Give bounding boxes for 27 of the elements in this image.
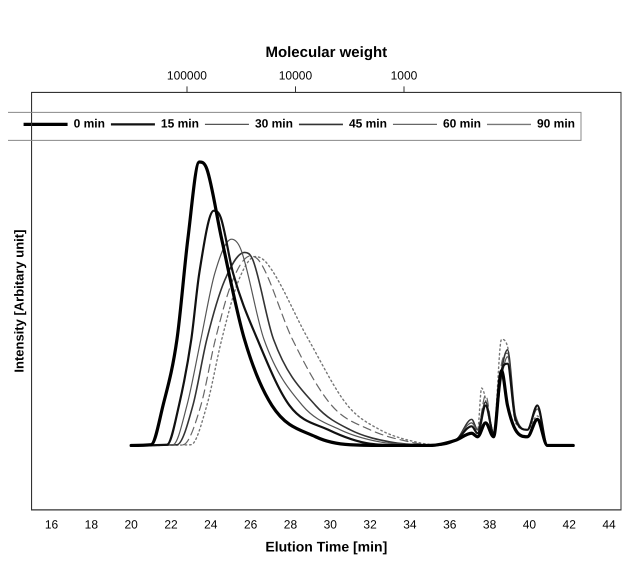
x-tick-label: 42 <box>562 517 576 532</box>
y-axis-title: Intensity [Arbitary unit] <box>11 230 26 373</box>
x-tick-label: 36 <box>443 517 457 532</box>
x-tick-label: 44 <box>602 517 616 532</box>
x-tick-label: 20 <box>124 517 138 532</box>
x-tick-label: 38 <box>482 517 497 532</box>
x-tick-label: 24 <box>204 517 218 532</box>
x-axis-title: Elution Time [min] <box>265 538 388 554</box>
legend-label: 90 min <box>536 116 575 131</box>
x-tick-label: 18 <box>84 517 98 532</box>
x-tick-label: 34 <box>403 517 417 532</box>
x-tick-label: 32 <box>363 517 378 532</box>
x2-axis-title: Molecular weight <box>265 44 388 62</box>
legend-label: 30 min <box>254 116 293 131</box>
x-tick-label: 40 <box>522 517 536 532</box>
x-tick-label: 26 <box>244 517 258 532</box>
legend-label: 15 min <box>160 116 199 131</box>
legend-label: 60 min <box>442 116 481 131</box>
legend-label: 45 min <box>348 116 387 131</box>
x2-tick-label: 100000 <box>166 68 208 83</box>
legend-label: 0 min <box>74 116 105 131</box>
x-tick-label: 30 <box>324 517 338 532</box>
x2-tick-label: 10000 <box>278 68 312 83</box>
x-tick-label: 16 <box>44 517 59 532</box>
x-tick-label: 22 <box>164 517 178 532</box>
x-tick-label: 28 <box>284 517 298 532</box>
x2-tick-label: 1000 <box>390 68 418 83</box>
